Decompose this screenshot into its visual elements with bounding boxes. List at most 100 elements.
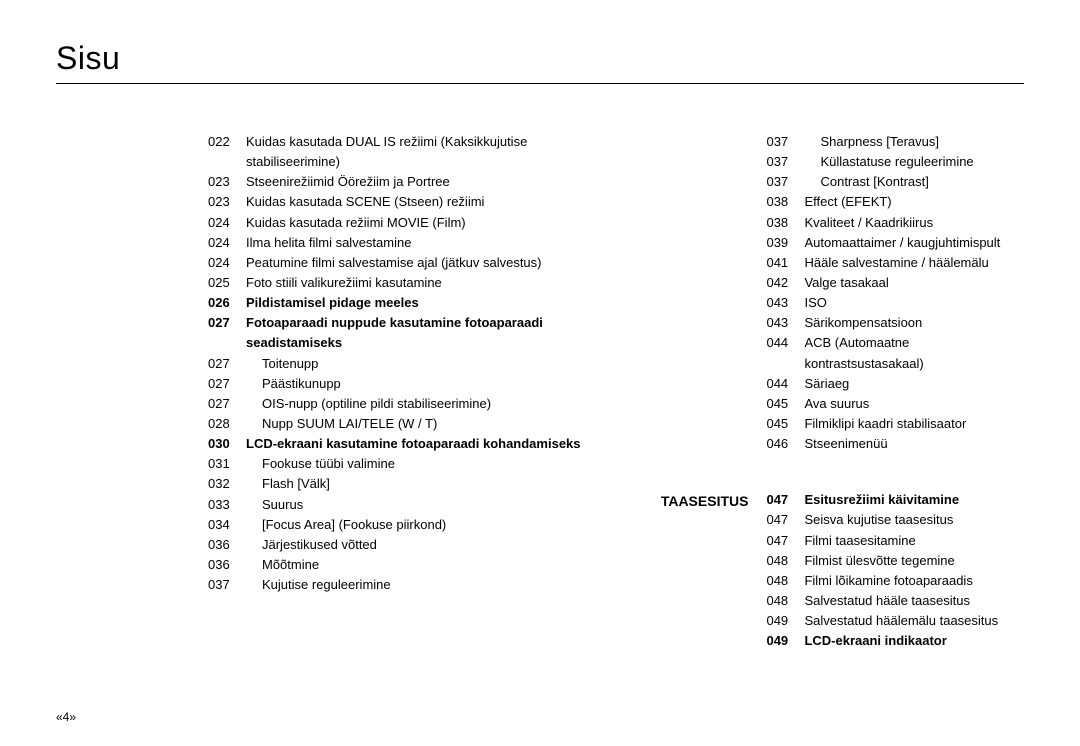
toc-row: 027OIS-nupp (optiline pildi stabiliseeri… (208, 394, 614, 414)
toc-row: 048Salvestatud hääle taasesitus (766, 591, 1024, 611)
toc-page-num: 044 (766, 374, 804, 394)
toc-row: 034[Focus Area] (Fookuse piirkond) (208, 515, 614, 535)
toc-page-num: 037 (766, 172, 804, 192)
toc-entry-text: Kuidas kasutada režiimi MOVIE (Film) (246, 213, 614, 233)
toc-row: 024Ilma helita filmi salvestamine (208, 233, 614, 253)
toc-entry-text: Foto stiili valikurežiimi kasutamine (246, 273, 614, 293)
toc-row: 043ISO (766, 293, 1024, 313)
toc-page-num: 031 (208, 454, 246, 474)
spacer (654, 454, 1024, 490)
toc-entry-text: OIS-nupp (optiline pildi stabiliseerimin… (246, 394, 614, 414)
toc-page-num: 027 (208, 313, 246, 353)
toc-right-bottom-group: TAASESITUS 047Esitusrežiimi käivitamine0… (654, 490, 1024, 651)
toc-row: 041Hääle salvestamine / häälemälu (766, 253, 1024, 273)
toc-entry-text: Seisva kujutise taasesitus (804, 510, 1024, 530)
toc-entry-text: Pildistamisel pidage meeles (246, 293, 614, 313)
toc-entry-text: Stseenimenüü (804, 434, 1024, 454)
toc-row: 044Säriaeg (766, 374, 1024, 394)
toc-page-num: 024 (208, 233, 246, 253)
toc-entry-text: Päästikunupp (246, 374, 614, 394)
toc-row: 038Kvaliteet / Kaadrikiirus (766, 213, 1024, 233)
toc-page-num: 022 (208, 132, 246, 172)
toc-entry-text: Ilma helita filmi salvestamine (246, 233, 614, 253)
toc-page-num: 047 (766, 490, 804, 510)
toc-row: 025Foto stiili valikurežiimi kasutamine (208, 273, 614, 293)
toc-entry-text: Salvestatud häälemälu taasesitus (804, 611, 1024, 631)
toc-page-num: 033 (208, 495, 246, 515)
toc-entry-text: Kvaliteet / Kaadrikiirus (804, 213, 1024, 233)
page: Sisu 022Kuidas kasutada DUAL IS režiimi … (0, 0, 1080, 746)
toc-row: 047Filmi taasesitamine (766, 531, 1024, 551)
toc-entry-text: Mõõtmine (246, 555, 614, 575)
toc-entry-text: Ava suurus (804, 394, 1024, 414)
toc-entry-text: Peatumine filmi salvestamise ajal (jätku… (246, 253, 614, 273)
page-title: Sisu (56, 40, 1024, 84)
toc-page-num: 024 (208, 213, 246, 233)
toc-page-num: 049 (766, 631, 804, 651)
toc-row: 038Effect (EFEKT) (766, 192, 1024, 212)
toc-right-bottom: 047Esitusrežiimi käivitamine047Seisva ku… (766, 490, 1024, 651)
toc-row: 031Fookuse tüübi valimine (208, 454, 614, 474)
toc-row: 037Kujutise reguleerimine (208, 575, 614, 595)
toc-entry-text: Valge tasakaal (804, 273, 1024, 293)
toc-row: 042Valge tasakaal (766, 273, 1024, 293)
toc-entry-text: Filmist ülesvõtte tegemine (804, 551, 1024, 571)
toc-entry-text: Küllastatuse reguleerimine (804, 152, 1024, 172)
toc-page-num: 045 (766, 414, 804, 434)
toc-entry-text: ISO (804, 293, 1024, 313)
toc-row: 036Järjestikused võtted (208, 535, 614, 555)
toc-page-num: 027 (208, 374, 246, 394)
toc-page-num: 044 (766, 333, 804, 373)
toc-row: 024Peatumine filmi salvestamise ajal (jä… (208, 253, 614, 273)
toc-page-num: 042 (766, 273, 804, 293)
toc-row: 045Filmiklipi kaadri stabilisaator (766, 414, 1024, 434)
toc-page-num: 030 (208, 434, 246, 454)
toc-page-num: 047 (766, 531, 804, 551)
toc-page-num: 041 (766, 253, 804, 273)
toc-row: 045Ava suurus (766, 394, 1024, 414)
toc-page-num: 039 (766, 233, 804, 253)
toc-row: 032Flash [Välk] (208, 474, 614, 494)
toc-entry-text: Fookuse tüübi valimine (246, 454, 614, 474)
toc-entry-text: Kuidas kasutada DUAL IS režiimi (Kaksikk… (246, 132, 614, 172)
toc-page-num: 048 (766, 571, 804, 591)
toc-page-num: 048 (766, 551, 804, 571)
toc-entry-text: Sharpness [Teravus] (804, 132, 1024, 152)
toc-entry-text: Salvestatud hääle taasesitus (804, 591, 1024, 611)
toc-page-num: 026 (208, 293, 246, 313)
toc-entry-text: Järjestikused võtted (246, 535, 614, 555)
toc-row: 037Küllastatuse reguleerimine (766, 152, 1024, 172)
toc-row: 048Filmist ülesvõtte tegemine (766, 551, 1024, 571)
toc-page-num: 038 (766, 192, 804, 212)
toc-row: 047Esitusrežiimi käivitamine (766, 490, 1024, 510)
toc-entry-text: Contrast [Kontrast] (804, 172, 1024, 192)
toc-right-top: 037Sharpness [Teravus]037Küllastatuse re… (766, 132, 1024, 454)
toc-page-num: 025 (208, 273, 246, 293)
toc-entry-text: Esitusrežiimi käivitamine (804, 490, 1024, 510)
toc-row: 049Salvestatud häälemälu taasesitus (766, 611, 1024, 631)
toc-row: 033Suurus (208, 495, 614, 515)
toc-page-num: 027 (208, 354, 246, 374)
toc-row: 023Kuidas kasutada SCENE (Stseen) režiim… (208, 192, 614, 212)
toc-page-num: 049 (766, 611, 804, 631)
toc-page-num: 043 (766, 313, 804, 333)
toc-row: 049LCD-ekraani indikaator (766, 631, 1024, 651)
toc-entry-text: LCD-ekraani kasutamine fotoaparaadi koha… (246, 434, 614, 454)
section-label-col: TAASESITUS (654, 490, 766, 651)
toc-page-num: 028 (208, 414, 246, 434)
toc-left-column: 022Kuidas kasutada DUAL IS režiimi (Kaks… (208, 132, 614, 651)
toc-entry-text: Kuidas kasutada SCENE (Stseen) režiimi (246, 192, 614, 212)
toc-row: 023Stseenirežiimid Öörežiim ja Portree (208, 172, 614, 192)
toc-entry-text: Nupp SUUM LAI/TELE (W / T) (246, 414, 614, 434)
toc-page-num: 023 (208, 192, 246, 212)
toc-entry-text: Säriaeg (804, 374, 1024, 394)
toc-row: 037Contrast [Kontrast] (766, 172, 1024, 192)
toc-page-num: 036 (208, 555, 246, 575)
toc-entry-text: Filmi lõikamine fotoaparaadis (804, 571, 1024, 591)
toc-page-num: 034 (208, 515, 246, 535)
section-label: TAASESITUS (654, 490, 766, 513)
toc-row: 022Kuidas kasutada DUAL IS režiimi (Kaks… (208, 132, 614, 172)
toc-entry-text: Filmi taasesitamine (804, 531, 1024, 551)
toc-row: 048Filmi lõikamine fotoaparaadis (766, 571, 1024, 591)
toc-row: 046Stseenimenüü (766, 434, 1024, 454)
